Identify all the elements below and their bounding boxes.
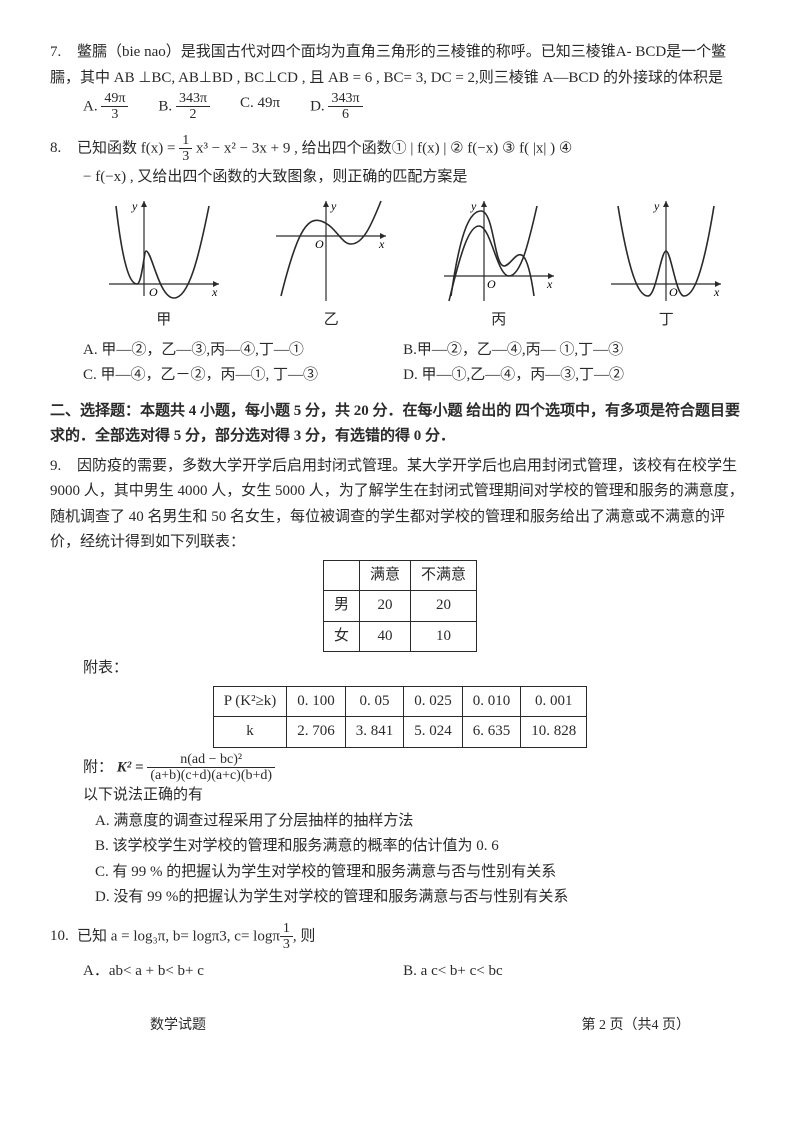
- q10-num: 10.: [50, 924, 77, 950]
- q7-opt-c: C. 49π: [240, 91, 280, 123]
- svg-text:y: y: [653, 199, 660, 213]
- q8-opt-a: A. 甲—②，乙—③,丙—④,丁—①: [83, 338, 403, 364]
- q9-p1: 因防疫的需要，多数大学开学后启用封闭式管理。某大学开学后也启用封闭式管理，该校有…: [50, 458, 744, 551]
- svg-text:O: O: [149, 285, 158, 299]
- graph-yi: O x y 乙: [271, 196, 391, 334]
- svg-text:x: x: [546, 277, 553, 291]
- q10-opt-b: B. a c< b+ c< bc: [403, 959, 723, 985]
- svg-text:O: O: [669, 285, 678, 299]
- q7-text: 鳖臑（bie nao）是我国古代对四个面均为直角三角形的三棱锥的称呼。已知三棱锥…: [50, 44, 726, 86]
- graph-jia: O x y 甲: [104, 196, 224, 334]
- q9-contingency-table: 满意不满意 男2020 女4010: [323, 560, 477, 653]
- q7-opt-a: A. 49π3: [83, 91, 128, 123]
- q9-opt-b: B. 该学校学生对学校的管理和服务满意的概率的估计值为 0. 6: [95, 834, 750, 860]
- svg-text:y: y: [470, 199, 477, 213]
- svg-text:O: O: [487, 277, 496, 291]
- q9-stmt: 以下说法正确的有: [50, 783, 750, 809]
- q9-fu-table-label: 附表：: [50, 656, 750, 682]
- question-7: 7.鳖臑（bie nao）是我国古代对四个面均为直角三角形的三棱锥的称呼。已知三…: [50, 40, 750, 123]
- q8-opt-d: D. 甲—①,乙—④，丙—③,丁—②: [403, 363, 723, 389]
- svg-text:x: x: [713, 285, 720, 299]
- q7-num: 7.: [50, 40, 77, 66]
- q8-num: 8.: [50, 136, 77, 162]
- question-10: 10.已知 a = log₃π, b= logπ3, c= logπ13, 则 …: [50, 921, 750, 984]
- footer-page: 第 2 页（共4 页）: [582, 1014, 691, 1038]
- question-9: 9.因防疫的需要，多数大学开学后启用封闭式管理。某大学开学后也启用封闭式管理，该…: [50, 454, 750, 911]
- section-2-heading: 二、选择题：本题共 4 小题，每小题 5 分，共 20 分．在每小题 给出的 四…: [50, 399, 750, 450]
- svg-text:x: x: [378, 237, 385, 251]
- q8-line2: − f(−x) , 又给出四个函数的大致图象，则正确的匹配方案是: [50, 165, 750, 191]
- q8-graphs: O x y 甲 O x y 乙 O x: [80, 196, 750, 334]
- q9-num: 9.: [50, 454, 77, 480]
- svg-text:x: x: [211, 285, 218, 299]
- footer-title: 数学试题: [150, 1014, 206, 1038]
- q10-opt-a: A．ab< a + b< b+ c: [83, 959, 403, 985]
- q9-opt-c: C. 有 99 % 的把握认为学生对学校的管理和服务满意与否与性别有关系: [95, 860, 750, 886]
- q8-opt-c: C. 甲—④，乙－②，丙—①, 丁—③: [83, 363, 403, 389]
- graph-bing: O x y 丙: [439, 196, 559, 334]
- q9-k2-formula: 附： K² = n(ad − bc)²(a+b)(c+d)(a+c)(b+d): [50, 752, 750, 784]
- svg-text:y: y: [330, 199, 337, 213]
- svg-text:O: O: [315, 237, 324, 251]
- q7-opt-d: D. 343π6: [310, 91, 362, 123]
- q8-opt-b: B.甲—②，乙—④,丙— ①,丁—③: [403, 338, 723, 364]
- page-footer: 数学试题 第 2 页（共4 页）: [50, 994, 750, 1038]
- graph-ding: O x y 丁: [606, 196, 726, 334]
- q9-opt-d: D. 没有 99 %的把握认为学生对学校的管理和服务满意与否与性别有关系: [95, 885, 750, 911]
- svg-text:y: y: [131, 199, 138, 213]
- q9-opt-a: A. 满意度的调查过程采用了分层抽样的抽样方法: [95, 809, 750, 835]
- question-8: 8.已知函数 f(x) = 13 x³ − x² − 3x + 9 , 给出四个…: [50, 133, 750, 389]
- q9-critical-table: P (K²≥k)0. 1000. 050. 0250. 0100. 001 k2…: [213, 686, 588, 748]
- q7-opt-b: B. 343π2: [158, 91, 210, 123]
